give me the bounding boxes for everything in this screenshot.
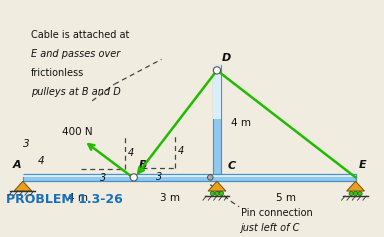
Text: C: C: [228, 161, 236, 171]
Polygon shape: [14, 181, 32, 191]
Circle shape: [215, 191, 219, 196]
Circle shape: [207, 175, 213, 180]
Circle shape: [219, 191, 223, 196]
Text: D: D: [222, 53, 231, 63]
Text: E and passes over: E and passes over: [31, 49, 121, 59]
Text: pulleys at B and D: pulleys at B and D: [31, 87, 121, 97]
Text: B: B: [139, 160, 147, 170]
Circle shape: [214, 67, 220, 74]
Circle shape: [349, 191, 353, 196]
Polygon shape: [212, 65, 222, 119]
Text: 400 N: 400 N: [62, 127, 92, 137]
Text: 3: 3: [100, 173, 106, 183]
Circle shape: [353, 191, 358, 196]
Text: 4: 4: [128, 148, 134, 158]
Text: 5 m: 5 m: [276, 193, 296, 204]
Text: frictionless: frictionless: [31, 68, 84, 78]
Polygon shape: [212, 65, 222, 173]
Circle shape: [358, 191, 362, 196]
Text: 4: 4: [178, 146, 184, 156]
Circle shape: [130, 174, 137, 181]
Text: Cable is attached at: Cable is attached at: [31, 30, 129, 40]
Text: 4: 4: [38, 156, 44, 166]
Text: 3 m: 3 m: [160, 193, 180, 204]
Polygon shape: [208, 181, 226, 191]
Text: E: E: [359, 160, 367, 170]
Polygon shape: [347, 181, 364, 191]
Polygon shape: [23, 173, 356, 177]
Polygon shape: [23, 173, 356, 181]
Text: PROBLEM 1.3-26: PROBLEM 1.3-26: [6, 193, 123, 206]
Text: Pin connection: Pin connection: [240, 209, 312, 219]
Text: A: A: [13, 160, 22, 170]
Text: 4 m: 4 m: [231, 118, 251, 128]
Circle shape: [210, 191, 215, 196]
Text: 4 m: 4 m: [68, 193, 88, 204]
Text: just left of C: just left of C: [240, 223, 300, 233]
Text: 3: 3: [156, 172, 162, 182]
Text: 3: 3: [23, 139, 30, 149]
